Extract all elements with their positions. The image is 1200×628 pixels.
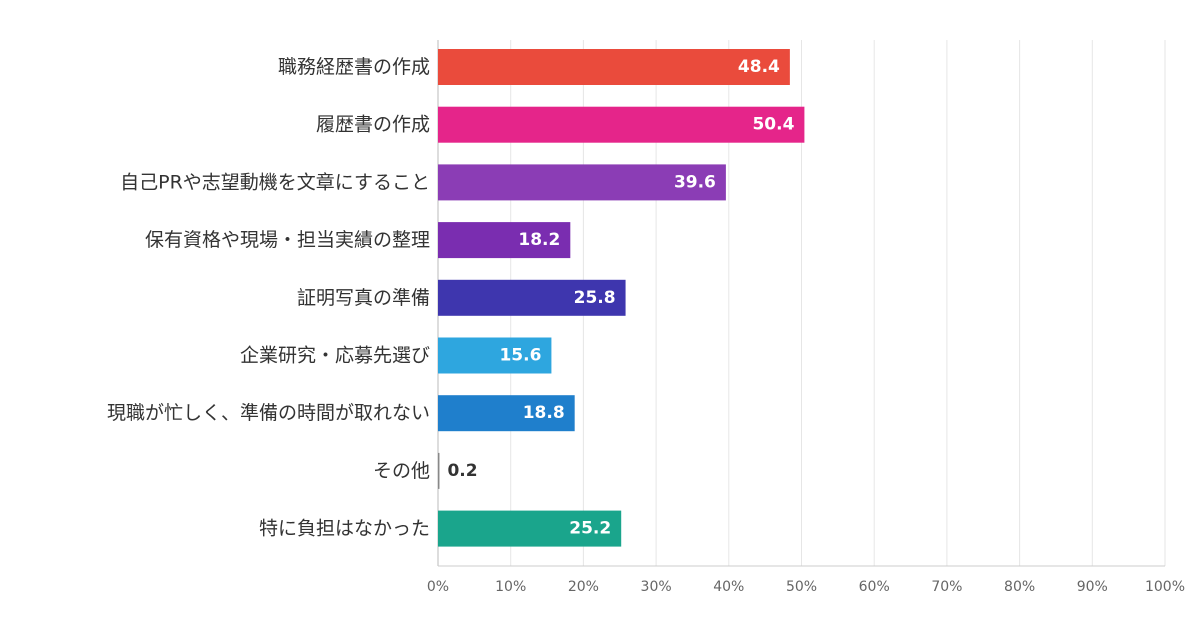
category-label-1: 履歴書の作成 [316,114,430,136]
bar-1 [438,106,805,143]
bar-8 [438,510,622,547]
value-label-7: 0.2 [447,461,477,481]
bar-4 [438,279,626,316]
x-tick-label-30: 30% [641,579,672,595]
value-labels: 48.4 50.4 39.6 18.2 25.8 15.6 18.8 0.2 25.2 [447,57,794,539]
x-tick-label-0: 0% [427,579,449,595]
x-axis-ticks: 0% 10% 20% 30% 40% 50% 60% 70% 80% 90% 100% [427,579,1185,595]
bar-6 [438,395,575,432]
bar-2 [438,164,726,201]
bar-0 [438,49,790,85]
value-label-0: 48.4 [738,57,780,77]
value-label-8: 25.2 [569,519,611,539]
x-tick-label-100: 100% [1145,579,1185,595]
category-label-8: 特に負担はなかった [259,518,430,540]
bar-3 [438,222,571,259]
value-label-5: 15.6 [499,346,541,366]
x-tick-label-70: 70% [931,579,962,595]
x-tick-label-90: 90% [1077,579,1108,595]
x-tick-label-10: 10% [495,579,526,595]
value-label-2: 39.6 [674,172,716,192]
bars [438,49,805,547]
category-label-6: 現職が忙しく、準備の時間が取れない [107,402,430,424]
category-label-0: 職務経歴書の作成 [278,56,430,78]
value-label-4: 25.8 [574,288,616,308]
category-label-7: その他 [373,460,430,482]
value-label-6: 18.8 [523,403,565,423]
x-tick-label-80: 80% [1004,579,1035,595]
category-label-5: 企業研究・応募先選び [240,345,430,367]
category-label-4: 証明写真の準備 [297,287,430,309]
bar-5 [438,337,552,374]
value-label-1: 50.4 [752,115,794,135]
category-labels: 職務経歴書の作成履歴書の作成自己PRや志望動機を文章にすること保有資格や現場・担… [107,56,430,540]
value-label-3: 18.2 [518,230,560,250]
x-tick-label-60: 60% [859,579,890,595]
x-tick-label-20: 20% [568,579,599,595]
category-label-2: 自己PRや志望動機を文章にすること [120,171,430,193]
x-tick-label-40: 40% [713,579,744,595]
x-tick-label-50: 50% [786,579,817,595]
bar-7 [438,452,440,489]
category-label-3: 保有資格や現場・担当実績の整理 [145,229,430,251]
